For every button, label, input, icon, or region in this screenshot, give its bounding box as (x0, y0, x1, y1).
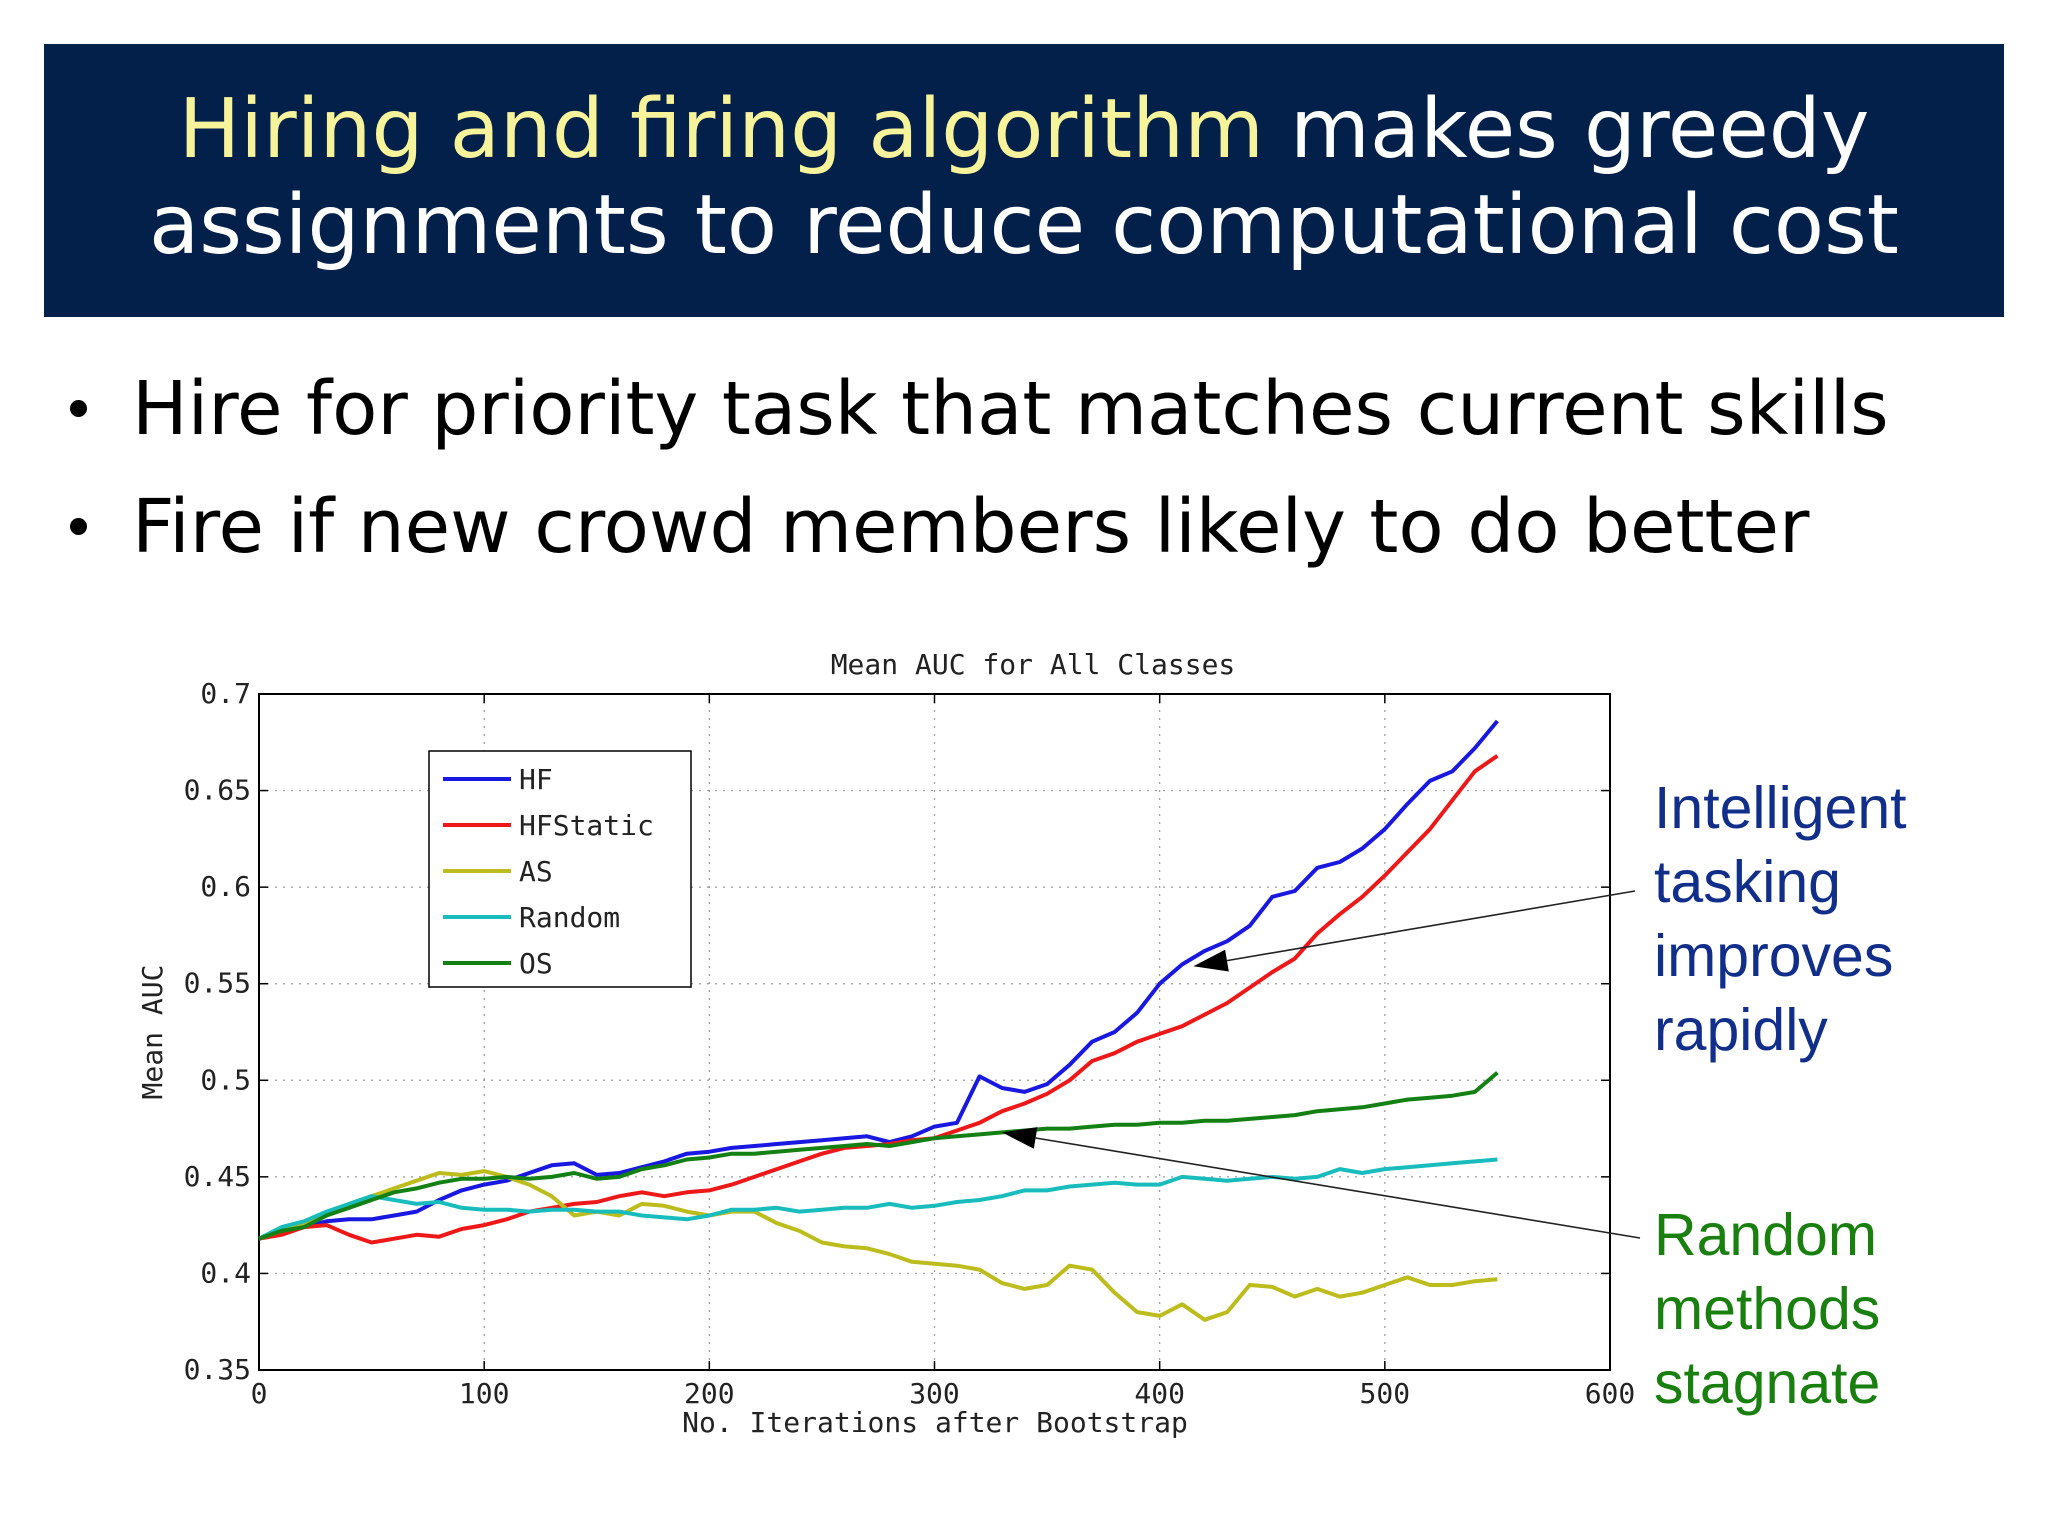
y-tick-label: 0.4 (200, 1256, 251, 1289)
annotation-intelligent: Intelligent tasking improves rapidly (1654, 771, 1984, 1067)
annotation-arrow-line (1226, 890, 1636, 962)
x-tick-label: 200 (684, 1377, 735, 1410)
x-axis-label: No. Iterations after Bootstrap (682, 1406, 1188, 1439)
annotation-random: Random methods stagnate (1654, 1198, 1984, 1420)
bullet-item: Fire if new crowd members likely to do b… (60, 468, 1889, 586)
annotation-arrowhead (1193, 949, 1229, 972)
bullet-list: Hire for priority task that matches curr… (60, 350, 1889, 586)
x-tick-label: 600 (1585, 1377, 1636, 1410)
legend-label-hf: HF (519, 763, 553, 796)
bullet-text: Fire if new crowd members likely to do b… (132, 484, 1810, 570)
x-tick-label: 100 (459, 1377, 510, 1410)
y-axis-label: Mean AUC (136, 965, 169, 1100)
title-highlight: Hiring and firing algorithm (178, 82, 1264, 177)
bullet-item: Hire for priority task that matches curr… (60, 350, 1889, 468)
bullet-dot-icon (70, 400, 87, 417)
series-line-random (258, 1157, 1498, 1241)
annotation-line: stagnate (1654, 1350, 1881, 1416)
y-tick-label: 0.65 (184, 774, 251, 807)
y-tick-label: 0.5 (200, 1063, 251, 1096)
slide-title: Hiring and firing algorithm makes greedy… (44, 44, 2004, 317)
annotation-arrows (1002, 890, 1641, 1239)
series-layer (258, 719, 1499, 1322)
x-tick-label: 400 (1134, 1377, 1185, 1410)
annotation-line: Intelligent (1654, 775, 1907, 841)
bullet-dot-icon (70, 518, 87, 535)
series-line-as (258, 1169, 1498, 1322)
annotation-line: rapidly (1654, 997, 1828, 1063)
bullet-text: Hire for priority task that matches curr… (132, 366, 1889, 452)
legend-label-os: OS (519, 947, 553, 980)
series-line-os (258, 1071, 1499, 1241)
chart-title: Mean AUC for All Classes (831, 648, 1236, 681)
x-tick-label: 500 (1360, 1377, 1411, 1410)
series-line-hf (258, 719, 1499, 1241)
y-tick-label: 0.55 (184, 967, 251, 1000)
annotation-line: improves (1654, 923, 1894, 989)
chart-legend: HF HFStatic AS Random OS (428, 750, 692, 988)
annotation-arrowhead (1002, 1127, 1038, 1149)
y-tick-label: 0.35 (184, 1353, 251, 1386)
title-line-1: Hiring and firing algorithm makes greedy (44, 82, 2004, 178)
annotation-arrow-line (1035, 1137, 1641, 1239)
annotation-line: tasking (1654, 849, 1841, 915)
y-tick-label: 0.6 (200, 870, 251, 903)
auc-chart: Mean AUC for All Classes 0 100 200 300 400 50… (136, 648, 1641, 1439)
title-line-2: assignments to reduce computational cost (149, 178, 1899, 273)
x-tick-label: 300 (909, 1377, 960, 1410)
legend-label-hfstatic: HFStatic (519, 809, 654, 842)
title-rest: makes greedy (1263, 82, 1870, 177)
annotation-line: methods (1654, 1276, 1881, 1342)
chart-ticks: 0 100 200 300 400 500 600 0.35 0.4 0.45 0.5 0.55 0.6… (184, 677, 1636, 1410)
annotation-line: Random (1654, 1202, 1878, 1268)
y-tick-label: 0.7 (200, 677, 251, 710)
x-tick-label: 0 (251, 1377, 268, 1410)
legend-label-as: AS (519, 855, 553, 888)
y-tick-label: 0.45 (184, 1160, 251, 1193)
legend-label-random: Random (519, 901, 620, 934)
